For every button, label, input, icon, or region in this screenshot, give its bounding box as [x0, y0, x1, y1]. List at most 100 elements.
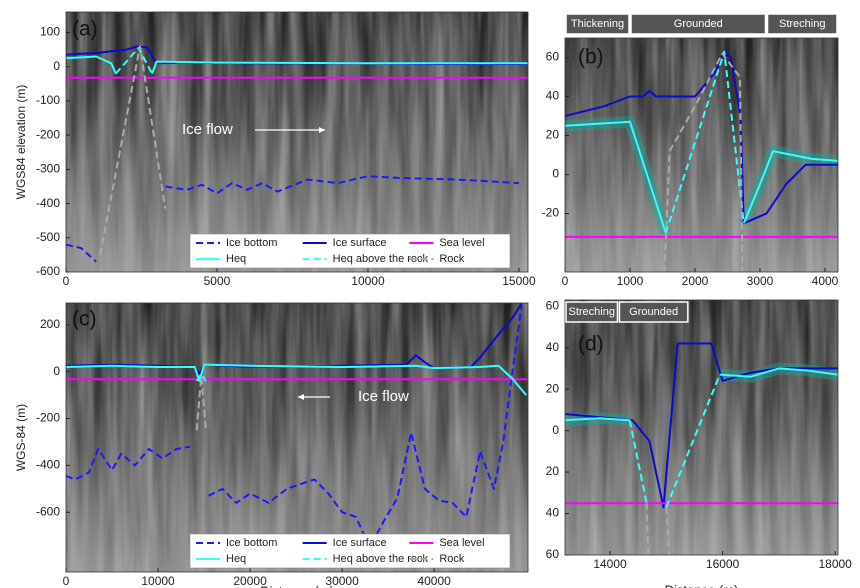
y-tick-label: -300	[36, 162, 60, 176]
x-tick-label: 1000	[617, 274, 644, 288]
panel-label: (c)	[72, 308, 97, 331]
legend-label: Ice bottom	[226, 537, 277, 549]
y-tick-label: -200	[36, 127, 60, 141]
phase-box	[630, 13, 767, 35]
y-tick-label: 20	[546, 128, 560, 142]
flow-arrowhead	[319, 127, 325, 133]
legend-label: Heq above the rock	[333, 553, 429, 565]
x-tick-label: 0	[562, 274, 569, 288]
legend-label: Sea level	[439, 237, 484, 249]
y-tick-label: -20	[542, 206, 560, 220]
legend-label: Ice bottom	[226, 237, 277, 249]
flow-arrowhead	[298, 394, 304, 400]
radargram-texture	[66, 12, 528, 272]
plot-lines	[565, 50, 838, 272]
x-tick-label: 4000	[812, 274, 839, 288]
phase-box	[565, 301, 619, 323]
x-tick-label: 15000	[502, 274, 536, 288]
legend-label: Sea level	[439, 537, 484, 549]
series-line	[66, 305, 523, 549]
x-tick-label: 10000	[141, 574, 175, 588]
radargram-texture	[66, 303, 528, 572]
y-axis-label: WGS84 elevation (m)	[14, 85, 28, 200]
series-line	[663, 52, 744, 272]
series-line	[565, 367, 838, 422]
series-line	[66, 55, 528, 75]
x-tick-label: 2000	[682, 274, 709, 288]
annotation: Ice flow	[182, 121, 233, 138]
x-tick-label: 16000	[706, 557, 740, 571]
x-axis-label: Distance (m)	[260, 583, 334, 588]
series-line	[115, 46, 153, 75]
phase-box	[618, 301, 689, 323]
series-line	[99, 45, 167, 256]
phase-label: Grounded	[629, 306, 678, 318]
y-tick-label: -600	[36, 264, 60, 278]
y-tick-label: 0	[53, 364, 60, 378]
series-line	[66, 363, 527, 396]
y-tick-label: 60	[546, 50, 560, 64]
phase-label: Streching	[568, 306, 614, 318]
x-tick-label: 0	[63, 274, 70, 288]
phase-label: Grounded	[674, 18, 723, 30]
y-tick-label: -600	[36, 504, 60, 518]
plot-frame	[65, 11, 529, 273]
phase-label: Streching	[779, 18, 825, 30]
series-line	[565, 342, 838, 509]
panel-label: (a)	[72, 18, 98, 41]
plot-lines	[565, 342, 838, 555]
panel: 0 1000 2000 3000 4000 -20 0 20 40 60 Thickening Gro…	[542, 13, 839, 288]
y-tick-label: 20	[546, 464, 560, 478]
panel: 0 5000 10000 15000 -600 -500 -400 -300 -200 -100 0…	[14, 11, 536, 288]
legend-label: Rock	[439, 253, 465, 265]
x-tick-label: 40000	[417, 574, 451, 588]
series-line	[195, 375, 207, 431]
x-tick-label: 5000	[204, 274, 231, 288]
x-tick-label: 0	[63, 574, 70, 588]
legend-label: Heq above the rock	[333, 253, 429, 265]
legend-label: Ice surface	[333, 537, 387, 549]
series-line	[628, 374, 721, 508]
legend-label: Heq	[226, 253, 246, 265]
annotation: Ice flow	[358, 388, 409, 405]
legend-label: Heq	[226, 553, 246, 565]
y-tick-label: -500	[36, 230, 60, 244]
y-tick-label: 40	[546, 89, 560, 103]
y-tick-label: 60	[546, 298, 560, 312]
legend-label: Rock	[439, 553, 465, 565]
y-tick-label: -200	[36, 411, 60, 425]
plot-frame	[65, 302, 529, 573]
y-tick-label: 0	[53, 59, 60, 73]
x-tick-label: 20000	[233, 574, 267, 588]
plot-frame	[564, 299, 839, 556]
y-tick-label: -400	[36, 196, 60, 210]
y-tick-label: 20	[546, 381, 560, 395]
x-axis-label: Distance (m)	[665, 582, 739, 588]
y-axis-label: WGS-84 (m)	[14, 404, 28, 471]
y-tick-label: 60	[546, 547, 560, 561]
plot-lines	[66, 303, 528, 549]
panel-label: (b)	[578, 46, 604, 69]
phase-box	[565, 13, 630, 35]
x-tick-label: 14000	[593, 557, 627, 571]
series-line	[195, 373, 207, 382]
y-tick-label: 40	[546, 340, 560, 354]
x-tick-label: 18000	[818, 557, 852, 571]
legend-label: Ice surface	[333, 237, 387, 249]
y-tick-label: -100	[36, 93, 60, 107]
y-tick-label: -400	[36, 458, 60, 472]
x-tick-label: 10000	[351, 274, 385, 288]
panel: 14000 16000 18000 60 40 20 0 20 40 60 Distance (m)…	[546, 298, 853, 588]
x-tick-label: 3000	[747, 274, 774, 288]
series-line	[664, 50, 745, 234]
series-line	[66, 175, 519, 263]
legend-box	[189, 533, 511, 569]
plot-frame	[564, 37, 839, 273]
y-tick-label: 100	[40, 25, 60, 39]
legend-box	[189, 233, 511, 269]
y-tick-label: 0	[552, 423, 559, 437]
panel-label: (d)	[578, 333, 604, 356]
radargram-texture	[565, 300, 838, 555]
